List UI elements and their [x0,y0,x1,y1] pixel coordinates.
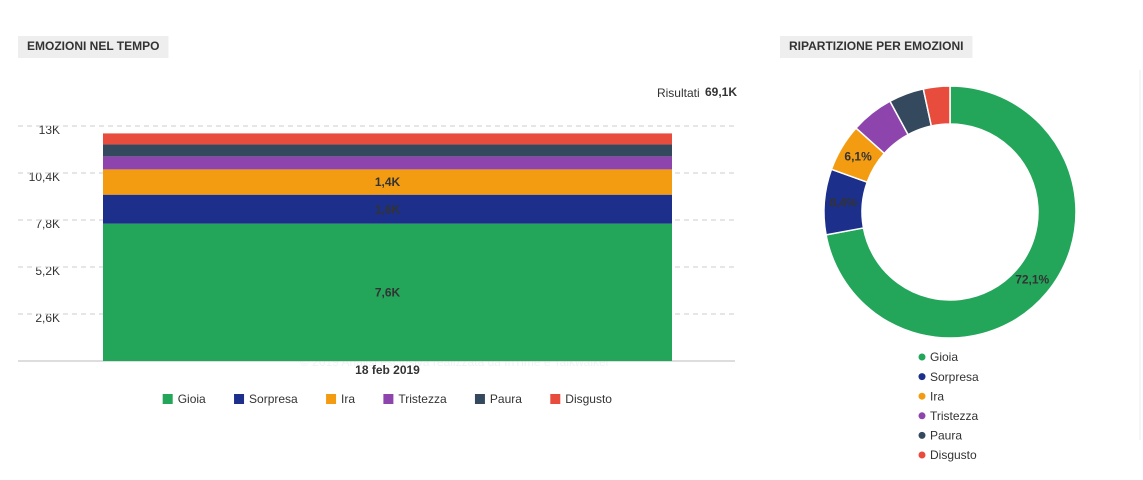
y-tick-label: 10,4K [29,170,60,184]
legend-label: Sorpresa [930,370,979,384]
legend-swatch [550,394,561,404]
legend-swatch [918,353,926,361]
legend-swatch [326,394,337,404]
y-tick-label: 2,6K [35,311,60,325]
bar-segment [103,133,672,145]
legend-label: Ira [341,392,355,406]
panel-title: EMOZIONI NEL TEMPO [27,39,159,53]
legend-label: Paura [930,429,962,443]
results-value: 69,1K [705,85,737,99]
data-label: 8,4% [830,195,858,209]
legend-label: Tristezza [398,392,447,406]
legend-swatch [918,431,926,439]
title-background [780,36,973,58]
data-label: 1,4K [375,175,401,189]
bar-segment [103,169,672,195]
data-label: 7,6K [375,285,401,299]
legend-swatch [234,394,245,404]
data-label: 72,1% [1015,273,1049,287]
legend-label: Gioia [930,350,958,364]
legend-label: Disgusto [565,392,612,406]
title-background [18,36,169,58]
data-label: 1,6K [375,202,401,216]
legend-label: Disgusto [930,448,977,462]
y-tick-label: 5,2K [35,264,60,278]
legend-swatch [918,451,926,459]
legend-label: Gioia [178,392,206,406]
results-label: Risultati [657,86,700,100]
bar-segment [103,223,672,361]
pie-slice [825,85,1077,339]
legend-label: Tristezza [930,409,979,423]
legend-swatch [918,392,926,400]
y-tick-label: 7,8K [35,217,60,231]
data-label: 6,1% [844,149,872,163]
bar-segment [103,194,672,224]
x-tick-label: 18 feb 2019 [355,363,420,377]
legend-swatch [383,394,394,404]
pie-slice [922,85,951,127]
legend-swatch [918,373,926,381]
bar-segment [103,156,672,170]
legend: Gioia Sorpresa Ira Tristezza Paura Disgusto [162,392,612,406]
legend-label: Ira [930,389,944,403]
legend-label: Sorpresa [249,392,298,406]
panel-title: RIPARTIZIONE PER EMOZIONI [789,39,963,53]
legend-swatch [918,412,926,420]
legend-swatch [474,394,485,404]
bar-segment [103,144,672,157]
legend-swatch [162,394,173,404]
y-tick-label: 13K [39,123,60,137]
legend-label: Paura [490,392,522,406]
